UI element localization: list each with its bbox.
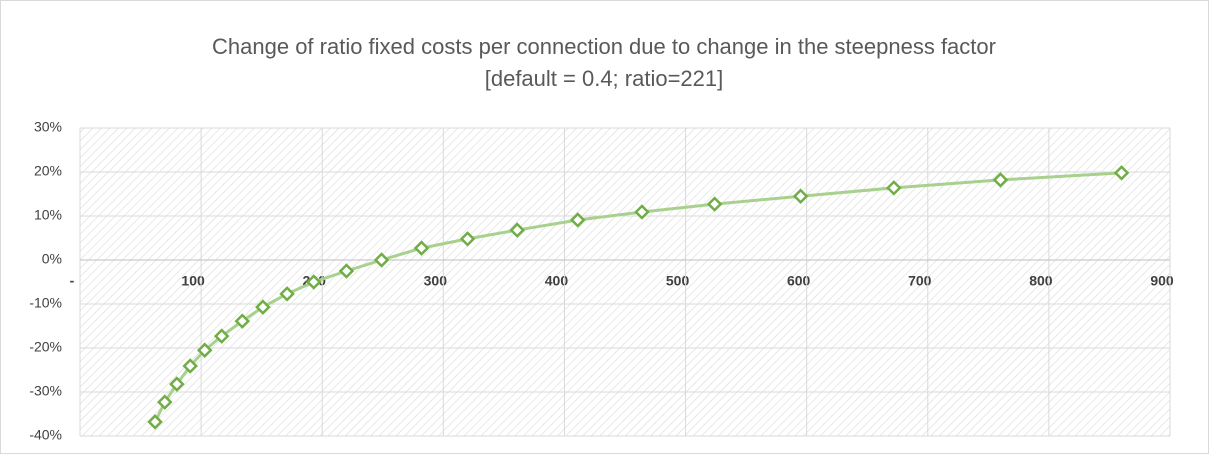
series-line [153, 171, 1122, 423]
chart-subtitle: [default = 0.4; ratio=221] [485, 66, 724, 91]
x-tick-label: 500 [666, 273, 690, 289]
point [413, 240, 430, 256]
x-tick-label: 300 [424, 273, 448, 289]
y-tick-label: -10% [29, 295, 62, 311]
point [509, 222, 525, 238]
x-tick-label: 700 [908, 273, 932, 289]
x-tick-label: 400 [545, 273, 569, 289]
point [792, 188, 809, 204]
point [147, 414, 163, 430]
point [706, 196, 723, 212]
y-tick-label: 0% [42, 251, 62, 267]
point [886, 180, 902, 196]
y-tick-label: -20% [29, 339, 62, 355]
x-tick-label: 800 [1029, 273, 1053, 289]
y-tick-label: -30% [29, 383, 62, 399]
point [213, 328, 230, 344]
point [157, 394, 173, 410]
point [1113, 165, 1130, 181]
point [634, 204, 650, 220]
y-tick-label: 20% [34, 163, 62, 179]
point [196, 342, 213, 358]
point [338, 263, 355, 279]
point [569, 212, 586, 228]
point [279, 286, 295, 302]
point [182, 358, 198, 374]
point [373, 252, 390, 268]
x-tick-label: 100 [181, 273, 205, 289]
y-tick-label: 10% [34, 207, 62, 223]
point [459, 231, 476, 247]
x-tick-label: - [70, 273, 75, 289]
y-tick-label: 30% [34, 119, 62, 135]
plot-area [80, 128, 1170, 436]
chart-title: Change of ratio fixed costs per connecti… [212, 34, 996, 59]
point [305, 274, 322, 290]
point [255, 299, 271, 315]
point [234, 313, 251, 329]
x-tick-label: 600 [787, 273, 811, 289]
x-tick-label: 900 [1150, 273, 1174, 289]
point [169, 376, 185, 392]
point [992, 172, 1009, 188]
y-tick-label: -40% [29, 427, 62, 443]
